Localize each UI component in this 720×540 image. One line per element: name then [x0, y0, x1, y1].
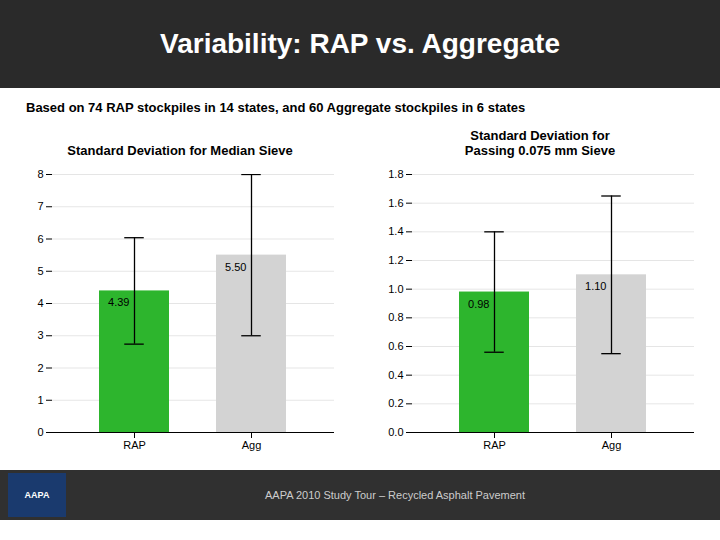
svg-text:6: 6 — [37, 233, 43, 245]
svg-text:1.8: 1.8 — [388, 168, 403, 180]
svg-text:0.2: 0.2 — [388, 397, 403, 409]
svg-text:7: 7 — [37, 200, 43, 212]
svg-text:0.0: 0.0 — [388, 426, 403, 438]
svg-text:RAP: RAP — [483, 439, 506, 451]
svg-text:1.6: 1.6 — [388, 197, 403, 209]
svg-text:RAP: RAP — [123, 439, 146, 451]
svg-text:5.50: 5.50 — [225, 261, 246, 273]
svg-text:5: 5 — [37, 265, 43, 277]
svg-text:2: 2 — [37, 362, 43, 374]
svg-text:Agg: Agg — [242, 439, 262, 451]
html-text:AAPA: AAPA — [24, 490, 50, 500]
svg-text:0.8: 0.8 — [388, 311, 403, 323]
html-text:AAPA 2010 Study Tour – Recycle: AAPA 2010 Study Tour – Recycled Asphalt … — [265, 489, 525, 501]
html-text:Based on 74 RAP stockpiles in: Based on 74 RAP stockpiles in 14 states,… — [26, 99, 526, 115]
svg-text:1: 1 — [37, 394, 43, 406]
svg-text:0.4: 0.4 — [388, 369, 403, 381]
svg-text:Agg: Agg — [602, 439, 622, 451]
html-text:Standard Deviation for Passing: Standard Deviation for Passing 0.075 mm … — [464, 128, 616, 158]
svg-text:3: 3 — [37, 329, 43, 341]
svg-text:4.39: 4.39 — [108, 296, 129, 308]
svg-text:1.0: 1.0 — [388, 283, 403, 295]
html-text:Variability: RAP vs. Aggregate: Variability: RAP vs. Aggregate — [160, 28, 560, 59]
html-text:Standard Deviation for Median: Standard Deviation for Median Sieve — [67, 143, 293, 158]
svg-text:1.2: 1.2 — [388, 254, 403, 266]
svg-text:0: 0 — [37, 426, 43, 438]
svg-text:1.10: 1.10 — [585, 280, 606, 292]
svg-text:4: 4 — [37, 297, 43, 309]
svg-text:1.4: 1.4 — [388, 225, 403, 237]
svg-text:8: 8 — [37, 168, 43, 180]
svg-text:0.6: 0.6 — [388, 340, 403, 352]
svg-text:0.98: 0.98 — [468, 298, 489, 310]
